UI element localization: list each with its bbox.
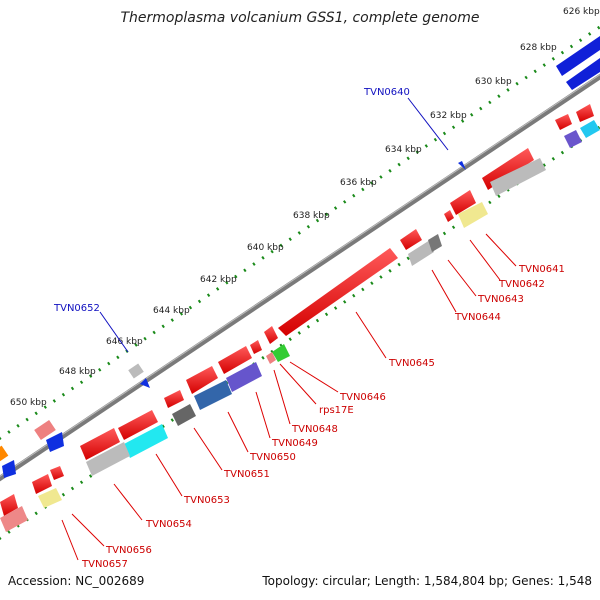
gene-block[interactable] [226,362,262,392]
scale-label: 638 kbp [293,211,330,221]
top-leader-lines [99,97,449,353]
gene-arrow[interactable] [458,161,466,170]
top-strand [0,36,600,478]
scale-label: 644 kbp [153,306,190,316]
gene-label[interactable]: TVN0640 [363,87,410,98]
gene-block[interactable] [124,424,168,458]
gene-block[interactable] [32,474,52,494]
accession-text: Accession: NC_002689 [8,574,145,588]
scale-label: 642 kbp [200,275,237,285]
gene-arrow[interactable] [2,460,16,478]
genome-summary-text: Topology: circular; Length: 1,584,804 bp… [262,574,592,588]
gene-arrow[interactable] [140,378,150,388]
gene-block[interactable] [38,488,62,508]
gene-block[interactable] [80,428,120,460]
gene-block[interactable] [482,148,534,190]
gene-block[interactable] [266,352,276,364]
scale-label: 634 kbp [385,145,422,155]
gene-block[interactable] [218,346,252,374]
gene-block[interactable] [128,363,144,379]
gene-block[interactable] [0,506,28,532]
gene-label[interactable]: TVN0651 [223,469,270,480]
gene-label[interactable]: TVN0642 [498,279,545,290]
gene-block[interactable] [566,58,600,90]
outer-ruler [0,25,600,440]
gene-block[interactable] [164,390,184,408]
gene-block[interactable] [458,202,488,228]
gene-block[interactable] [172,404,196,426]
genome-backbone-highlight [0,74,600,477]
gene-block[interactable] [194,380,232,410]
gene-block[interactable] [272,344,290,362]
scale-label: 640 kbp [247,243,284,253]
gene-label[interactable]: TVN0656 [105,545,152,556]
inner-ruler [0,125,600,540]
gene-block[interactable] [264,326,278,344]
gene-label[interactable]: TVN0641 [518,264,565,275]
gene-block[interactable] [576,104,594,122]
gene-label[interactable]: TVN0645 [388,358,435,369]
scale-label: 626 kbp [563,7,600,17]
gene-label[interactable]: TVN0652 [53,303,100,314]
gene-label[interactable]: TVN0654 [145,519,192,530]
scale-label: 630 kbp [475,77,512,87]
gene-block[interactable] [34,419,56,441]
gene-block[interactable] [444,210,454,222]
gene-label[interactable]: TVN0657 [81,559,128,570]
gene-block[interactable] [0,494,18,516]
gene-block[interactable] [118,410,158,440]
map-title: Thermoplasma volcanium GSS1, complete ge… [120,10,480,26]
gene-label[interactable]: TVN0648 [291,424,338,435]
gene-block[interactable] [556,36,600,76]
gene-label[interactable]: rps17E [319,405,354,416]
gene-block[interactable] [490,158,546,196]
genome-backbone [0,73,600,482]
gene-block[interactable] [186,366,218,394]
gene-label[interactable]: TVN0649 [271,438,318,449]
top-gene-labels: TVN0640 TVN0652 [53,87,410,314]
gene-block[interactable] [564,130,582,148]
reverse-genes [0,120,600,532]
gene-block[interactable] [400,229,422,250]
gene-block[interactable] [0,445,9,464]
scale-label: 648 kbp [59,367,96,377]
gene-block[interactable] [278,248,398,336]
gene-labels: TVN0641 TVN0642 TVN0643 TVN0644 TVN0645 … [81,264,565,570]
gene-block[interactable] [86,442,130,476]
scale-label: 636 kbp [340,178,377,188]
gene-block[interactable] [580,120,600,138]
leader-lines [61,233,517,561]
gene-block[interactable] [555,114,572,130]
scale-labels: 626 kbp 628 kbp 630 kbp 632 kbp 634 kbp … [10,7,600,408]
gene-label[interactable]: TVN0650 [249,452,296,463]
scale-label: 628 kbp [520,43,557,53]
gene-label[interactable]: TVN0653 [183,495,230,506]
gene-block[interactable] [428,234,442,252]
gene-block[interactable] [450,190,476,215]
gene-label[interactable]: TVN0643 [477,294,524,305]
forward-genes [0,104,594,516]
scale-label: 646 kbp [106,337,143,347]
scale-label: 632 kbp [430,111,467,121]
gene-label[interactable]: TVN0646 [339,392,386,403]
scale-label: 650 kbp [10,398,47,408]
gene-label[interactable]: TVN0644 [454,312,501,323]
gene-block[interactable] [250,340,262,354]
gene-block[interactable] [408,240,434,266]
gene-block[interactable] [50,466,64,480]
gene-arrow[interactable] [46,432,64,452]
